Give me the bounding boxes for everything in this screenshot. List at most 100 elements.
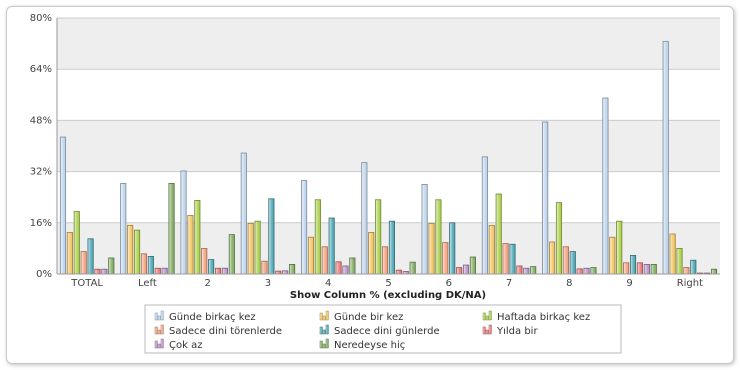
legend-swatch: [160, 338, 164, 349]
bar: [562, 246, 569, 275]
bar: [569, 251, 576, 275]
bar: [516, 265, 523, 275]
bar: [321, 246, 328, 275]
bar: [361, 162, 368, 275]
bar: [502, 243, 509, 275]
legend-box: [144, 304, 622, 354]
legend-swatch: [325, 324, 329, 335]
bar: [435, 199, 442, 275]
bar: [590, 267, 597, 275]
bar: [509, 243, 516, 275]
bar: [168, 183, 175, 275]
x-tick-label: Right: [677, 278, 703, 289]
legend-swatch: [319, 326, 323, 335]
legend-label: Yılda bir: [496, 326, 538, 337]
bar: [616, 220, 623, 275]
bar: [80, 251, 87, 275]
bar: [221, 267, 228, 275]
bar: [261, 260, 268, 275]
bar: [73, 211, 80, 275]
bar: [576, 268, 583, 275]
bar: [240, 152, 247, 275]
legend-swatch: [322, 315, 326, 321]
legend-swatch: [154, 326, 158, 335]
legend-swatch: [485, 315, 489, 321]
legend-item: Yılda bir: [482, 324, 538, 337]
grid-band: [57, 18, 720, 70]
y-tick-label: 0%: [36, 269, 52, 280]
y-tick-label: 64%: [30, 64, 52, 75]
bar: [530, 266, 537, 275]
bar: [368, 231, 375, 275]
bar: [662, 40, 669, 275]
bar: [602, 97, 609, 275]
bar: [456, 267, 463, 275]
x-tick-label: 5: [385, 278, 391, 289]
legend-swatch: [482, 312, 486, 321]
legend-swatch: [322, 343, 326, 349]
x-tick-label: 7: [506, 278, 512, 289]
bar: [289, 263, 296, 275]
bar: [268, 198, 275, 275]
legend-label: Haftada birkaç kez: [497, 312, 590, 323]
bar: [462, 264, 470, 275]
bar: [140, 253, 148, 275]
bar: [388, 220, 395, 275]
y-tick-label: 48%: [30, 115, 52, 126]
bar: [449, 222, 456, 275]
bar: [194, 199, 201, 275]
bar: [395, 269, 402, 275]
x-tick-label: Left: [138, 278, 157, 289]
legend-swatch: [325, 310, 329, 321]
bar: [66, 231, 73, 275]
legend-label: Neredeyse hiç: [334, 340, 405, 351]
bar: [488, 224, 495, 275]
legend-label: Günde birkaç kez: [169, 312, 256, 323]
bar: [409, 261, 416, 275]
bar: [623, 262, 630, 275]
legend-swatch: [485, 329, 489, 335]
bar: [108, 257, 115, 275]
bar: [228, 234, 235, 275]
legend-item: Haftada birkaç kez: [482, 310, 590, 323]
bar: [442, 242, 449, 275]
bar: [421, 183, 428, 275]
bar: [643, 263, 650, 275]
bar: [710, 268, 718, 275]
legend-label: Günde bir kez: [334, 312, 403, 323]
bar: [120, 183, 127, 275]
bar: [254, 220, 261, 275]
legend-label: Çok az: [169, 340, 202, 351]
legend-swatch: [160, 324, 164, 335]
bar: [314, 199, 321, 275]
bar: [349, 257, 356, 275]
bar: [127, 224, 134, 275]
bar: [481, 156, 488, 275]
bar: [636, 262, 643, 275]
legend-item: Neredeyse hiç: [319, 338, 405, 351]
bar: [555, 202, 563, 275]
x-axis-title: Show Column % (excluding DK/NA): [290, 290, 486, 301]
bar: [676, 247, 683, 275]
bar: [328, 217, 335, 275]
legend-label: Sadece dini günlerde: [334, 326, 440, 337]
bar: [301, 180, 308, 275]
y-tick-label: 32%: [30, 167, 52, 178]
bar: [342, 265, 349, 275]
bar: [381, 246, 389, 275]
legend-swatch: [154, 340, 158, 349]
legend-swatch: [482, 326, 486, 335]
x-tick-label: 9: [626, 278, 632, 289]
legend-swatch: [488, 324, 492, 335]
bar: [247, 223, 254, 275]
legend-swatch: [154, 312, 158, 321]
bar: [307, 236, 315, 275]
legend-swatch: [157, 343, 161, 349]
bar: [187, 215, 194, 275]
bar: [690, 259, 697, 275]
legend-item: Sadece dini günlerde: [319, 324, 440, 337]
legend-item: Günde birkaç kez: [154, 310, 256, 323]
bar: [683, 267, 690, 275]
y-tick-label: 80%: [30, 13, 52, 24]
